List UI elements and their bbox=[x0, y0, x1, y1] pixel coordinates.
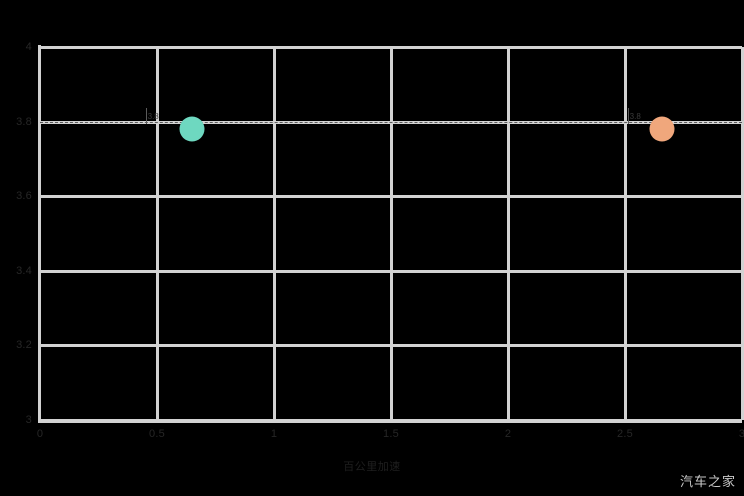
plot-area bbox=[40, 46, 744, 422]
y-axis-tick-label: 3 bbox=[25, 414, 32, 426]
watermark: 汽车之家 bbox=[679, 475, 736, 490]
x-axis-tick-label: 3 bbox=[738, 428, 744, 440]
x-axis-title: 百公里加速 bbox=[343, 461, 401, 473]
x-axis-tick-label: 2.5 bbox=[617, 428, 633, 440]
x-axis-tick-label: 1.5 bbox=[383, 428, 399, 440]
y-axis-tick-label: 3.4 bbox=[16, 264, 32, 277]
y-axis-tick-label: 3.2 bbox=[16, 339, 32, 352]
y-axis-line bbox=[38, 45, 41, 423]
y-axis-tick-label: 3.6 bbox=[16, 190, 32, 203]
gridline-vertical bbox=[741, 47, 744, 420]
x-axis-tick-label: 1 bbox=[270, 428, 278, 440]
gridline-vertical bbox=[390, 47, 393, 420]
x-axis-tick-label: 0 bbox=[36, 428, 44, 440]
gridline-vertical bbox=[273, 47, 276, 420]
y-axis-tick-label: 4 bbox=[25, 41, 32, 53]
y-axis-tick-label: 3.8 bbox=[16, 115, 32, 128]
x-axis-tick-label: 0.5 bbox=[149, 428, 165, 440]
gridline-vertical bbox=[156, 47, 159, 420]
gridline-vertical bbox=[624, 47, 627, 420]
x-axis-line bbox=[38, 420, 742, 423]
gridline-vertical bbox=[507, 47, 510, 420]
x-axis-tick-label: 2 bbox=[504, 428, 512, 440]
